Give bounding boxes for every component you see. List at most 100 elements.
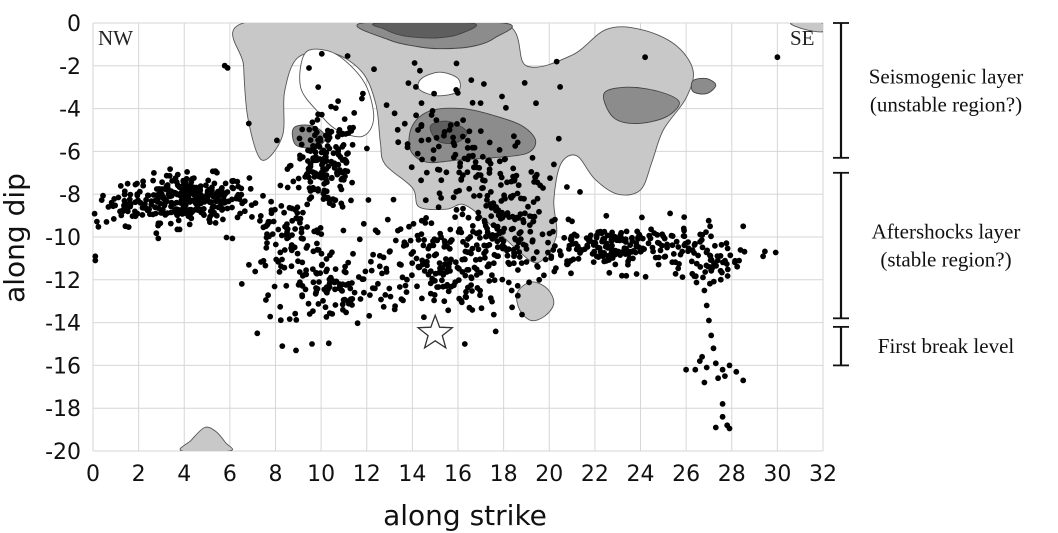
- event-point: [641, 246, 647, 253]
- slip-contour-level-2: [690, 77, 717, 95]
- event-point: [655, 254, 662, 261]
- event-point: [541, 272, 547, 279]
- event-point: [437, 230, 444, 237]
- event-point: [289, 217, 296, 224]
- event-point: [498, 182, 504, 188]
- event-point: [314, 116, 321, 123]
- event-point: [727, 252, 734, 259]
- event-point: [513, 172, 520, 179]
- event-point: [310, 157, 317, 164]
- event-point: [726, 425, 733, 432]
- event-point: [478, 305, 485, 312]
- event-point: [365, 197, 372, 203]
- event-point: [675, 265, 682, 272]
- event-point: [693, 279, 700, 286]
- event-point: [452, 259, 459, 266]
- event-point: [427, 280, 434, 287]
- event-point: [499, 93, 505, 100]
- event-point: [181, 209, 188, 215]
- event-point: [309, 266, 316, 272]
- event-point: [306, 311, 313, 317]
- event-point: [314, 240, 320, 247]
- event-point: [229, 235, 236, 242]
- event-point: [456, 169, 463, 176]
- event-point: [514, 292, 521, 299]
- event-point: [450, 194, 457, 201]
- event-point: [140, 178, 147, 185]
- event-point: [533, 171, 540, 178]
- event-point: [213, 212, 220, 219]
- event-point: [411, 60, 418, 66]
- event-point: [297, 219, 303, 226]
- event-point: [516, 230, 523, 237]
- event-point: [511, 253, 517, 260]
- event-point: [681, 214, 688, 221]
- event-point: [619, 272, 625, 279]
- event-point: [435, 284, 442, 290]
- event-point: [473, 266, 480, 273]
- event-point: [414, 150, 421, 157]
- event-point: [418, 137, 425, 144]
- event-point: [564, 184, 570, 190]
- y-tick-label: -6: [59, 140, 81, 165]
- event-point: [339, 301, 346, 308]
- event-point: [392, 237, 399, 244]
- event-point: [645, 240, 652, 247]
- event-point: [533, 249, 540, 255]
- event-point: [617, 231, 624, 238]
- event-point: [722, 373, 728, 379]
- event-point: [254, 330, 261, 337]
- event-point: [277, 249, 284, 256]
- event-point: [294, 204, 301, 211]
- event-point: [642, 273, 649, 280]
- event-point: [444, 268, 450, 275]
- event-point: [369, 285, 376, 291]
- event-point: [717, 267, 724, 274]
- event-point: [491, 251, 498, 258]
- event-point: [324, 289, 330, 296]
- event-point: [622, 236, 629, 243]
- event-point: [685, 245, 692, 252]
- event-point: [332, 302, 339, 308]
- event-point: [498, 236, 505, 243]
- event-point: [357, 296, 364, 302]
- event-point: [125, 224, 132, 231]
- event-point: [324, 266, 330, 273]
- event-point: [672, 270, 679, 277]
- y-tick-labels: 0 -2 -4 -6 -8 -10 -12 -14 -16 -18 -20: [45, 12, 81, 465]
- event-point: [576, 246, 583, 253]
- event-point: [134, 210, 141, 217]
- event-point: [252, 200, 259, 207]
- event-point: [703, 364, 710, 371]
- event-point: [487, 295, 494, 302]
- side-annotation-text: (unstable region?): [870, 92, 1022, 116]
- event-point: [740, 377, 747, 384]
- event-point: [692, 366, 699, 373]
- event-point: [265, 292, 271, 299]
- event-point: [360, 90, 366, 97]
- event-point: [206, 199, 213, 206]
- x-tick-label: 2: [132, 462, 146, 487]
- event-point: [464, 145, 471, 151]
- y-tick-label: -10: [45, 226, 81, 251]
- event-point: [486, 139, 493, 146]
- event-point: [263, 234, 270, 241]
- event-point: [710, 278, 717, 285]
- event-point: [595, 229, 602, 236]
- event-point: [404, 141, 411, 147]
- event-point: [342, 157, 349, 164]
- event-point: [348, 197, 354, 204]
- event-point: [333, 144, 339, 150]
- event-point: [304, 224, 310, 230]
- event-point: [667, 210, 673, 217]
- event-point: [288, 263, 295, 270]
- event-point: [464, 267, 470, 273]
- event-point: [701, 379, 708, 386]
- event-point: [422, 197, 429, 204]
- event-point: [234, 193, 241, 200]
- event-point: [456, 187, 462, 194]
- event-point: [529, 154, 536, 161]
- event-point: [431, 297, 437, 304]
- event-point: [258, 259, 264, 265]
- event-point: [433, 117, 440, 123]
